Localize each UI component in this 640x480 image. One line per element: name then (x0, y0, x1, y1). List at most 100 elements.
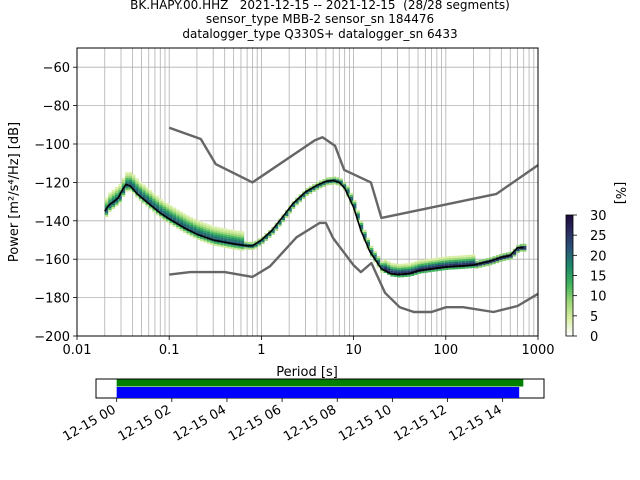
heatmap-cell (251, 245, 255, 248)
heatmap-cell (135, 185, 139, 188)
title-line-3: datalogger_type Q330S+ datalogger_sn 643… (182, 27, 458, 41)
heatmap-cell (186, 221, 190, 224)
heatmap-cell (523, 247, 527, 250)
heatmap-cell (169, 213, 173, 216)
heatmap-cell (142, 192, 146, 195)
heatmap-cell (179, 223, 183, 226)
heatmap-cell (315, 182, 319, 185)
heatmap-cell (172, 224, 177, 227)
heatmap-cell (234, 234, 238, 237)
heatmap-cell (179, 213, 183, 216)
heatmap-cell (261, 236, 265, 239)
heatmap-cell (169, 207, 173, 210)
heatmap-cell (441, 258, 445, 261)
heatmap-cell (305, 188, 309, 191)
heatmap-cell (234, 230, 238, 233)
heatmap-cell (407, 263, 411, 266)
heatmap-cell (523, 245, 527, 248)
heatmap-cell (237, 242, 241, 245)
heatmap-cell (206, 233, 211, 236)
heatmap-cell (149, 190, 153, 193)
heatmap-cell (523, 243, 527, 246)
heatmap-cell (414, 269, 418, 272)
heatmap-cell (485, 264, 489, 267)
heatmap-cell (387, 265, 391, 268)
heatmap-cell (135, 184, 139, 187)
heatmap-cell (247, 245, 251, 248)
heatmap-cell (128, 171, 132, 174)
heatmap-cell (162, 216, 166, 219)
heatmap-cell (240, 240, 245, 243)
heatmap-cell (370, 247, 374, 250)
heatmap-cell (186, 217, 190, 220)
heatmap-cell (390, 266, 394, 269)
heatmap-cell (193, 230, 197, 233)
heatmap-cell (431, 269, 435, 272)
heatmap-cell (240, 248, 245, 251)
heatmap-cell (159, 210, 163, 213)
heatmap-cell (149, 205, 153, 208)
heatmap-cell (427, 264, 432, 267)
heatmap-cell (240, 231, 245, 234)
heatmap-cell (166, 214, 170, 217)
heatmap-cell (115, 204, 119, 207)
heatmap-cell (492, 260, 496, 263)
heatmap-cell (512, 254, 517, 257)
heatmap-cell (159, 202, 163, 205)
heatmap-cell (203, 240, 207, 243)
heatmap-cell (468, 258, 472, 261)
heatmap-cell (149, 197, 153, 200)
heatmap-cell (118, 195, 122, 198)
heatmap-cell (159, 200, 163, 203)
heatmap-cell (502, 256, 506, 259)
heatmap-cell (121, 177, 126, 180)
heatmap-cell (434, 261, 438, 264)
heatmap-cell (359, 224, 364, 227)
heatmap-cell (512, 252, 517, 255)
y-tick-label: −100 (34, 138, 70, 153)
heatmap-cell (359, 222, 364, 225)
heatmap-cell (336, 177, 340, 180)
heatmap-cell (404, 263, 408, 266)
x-tick-label: 1000 (521, 343, 554, 358)
heatmap-cell (458, 267, 462, 270)
heatmap-cell (210, 227, 214, 230)
heatmap-cell (373, 254, 377, 257)
heatmap-cell (166, 210, 170, 213)
heatmap-cell (397, 263, 401, 266)
heatmap-cell (115, 194, 119, 197)
heatmap-cell (138, 181, 143, 184)
heatmap-cell (227, 229, 231, 232)
heatmap-cell (234, 245, 238, 248)
heatmap-cell (339, 178, 343, 181)
heatmap-cell (305, 193, 309, 196)
heatmap-cell (376, 265, 381, 268)
heatmap-cell (451, 257, 455, 260)
heatmap-cell (196, 235, 200, 238)
heatmap-cell (387, 272, 391, 275)
heatmap-cell (132, 178, 136, 181)
heatmap-cell (172, 207, 177, 210)
heatmap-cell (115, 200, 119, 203)
heatmap-cell (332, 182, 336, 185)
heatmap-cell (434, 259, 438, 262)
heatmap-cell (370, 249, 374, 252)
heatmap-cell (458, 257, 462, 260)
noise-model-high-line (168, 126, 539, 220)
heatmap-cell (108, 207, 112, 210)
heatmap-cell (478, 265, 483, 268)
heatmap-cell (128, 177, 132, 180)
heatmap-cell (410, 262, 415, 265)
heatmap-cell (132, 182, 136, 185)
heatmap-cell (135, 180, 139, 183)
heatmap-cell (465, 255, 469, 258)
heatmap-cell (407, 266, 411, 269)
heatmap-cell (247, 241, 251, 244)
heatmap-cell (288, 211, 292, 214)
heatmap-cell (223, 240, 228, 243)
heatmap-cell (223, 230, 228, 233)
heatmap-cell (472, 258, 476, 261)
heatmap-cell (108, 202, 112, 205)
heatmap-cell (400, 265, 404, 268)
heatmap-cell (200, 223, 204, 226)
